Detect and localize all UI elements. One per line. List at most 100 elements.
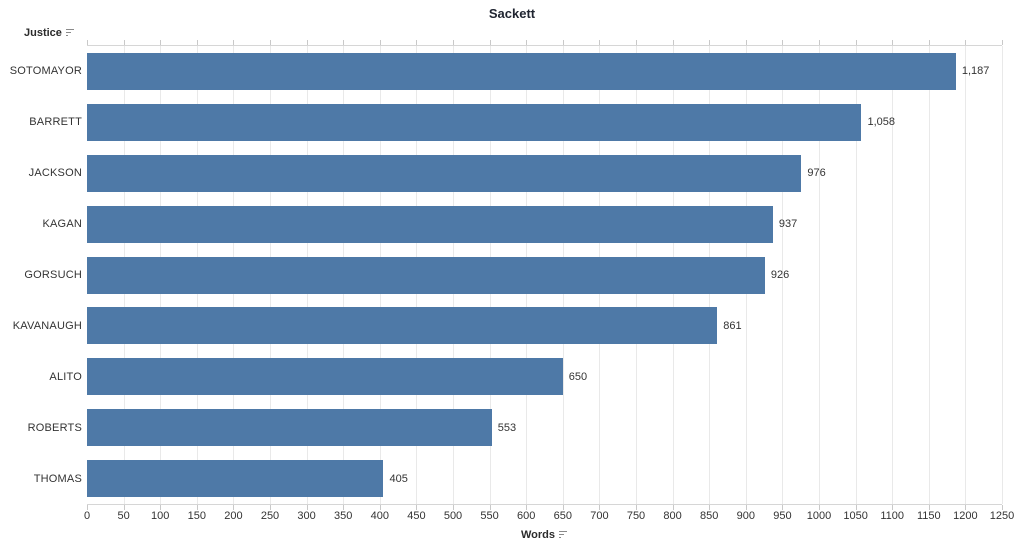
axis-tick-mark <box>196 505 198 510</box>
sort-descending-icon[interactable] <box>65 28 75 38</box>
x-tick-label: 100 <box>151 510 170 522</box>
x-tick-label: 1200 <box>953 510 978 522</box>
axis-tick-mark <box>123 40 125 45</box>
bar-row: 976 <box>87 148 1002 199</box>
axis-tick-mark <box>123 505 125 510</box>
bar-row: 926 <box>87 250 1002 301</box>
axis-tick-mark <box>233 505 235 510</box>
category-label[interactable]: THOMAS <box>33 473 82 486</box>
bar[interactable] <box>87 409 492 447</box>
bar-row: 553 <box>87 402 1002 453</box>
bar[interactable] <box>87 358 563 396</box>
axis-tick-mark <box>892 40 894 45</box>
gridline <box>1002 46 1003 504</box>
x-tick-label: 550 <box>480 510 499 522</box>
x-tick-label: 600 <box>517 510 536 522</box>
bar[interactable] <box>87 460 384 498</box>
x-tick-label: 900 <box>736 510 755 522</box>
category-axis: SOTOMAYOR BARRETT JACKSON KAGAN GORSUCH KAVAN… <box>0 45 82 505</box>
axis-tick-mark <box>379 40 381 45</box>
category-label[interactable]: KAVANAUGH <box>12 320 82 333</box>
axis-tick-mark <box>306 505 308 510</box>
x-tick-label: 750 <box>626 510 646 522</box>
axis-tick-mark <box>489 505 491 510</box>
row-axis-label[interactable]: Justice <box>24 27 75 39</box>
x-tick-label: 1150 <box>916 510 941 522</box>
axis-tick-mark <box>526 40 528 45</box>
bar[interactable] <box>87 154 802 192</box>
bar-row: 405 <box>87 453 1002 504</box>
bar-value-label: 553 <box>497 421 517 434</box>
x-tick-label: 1050 <box>843 510 868 522</box>
x-tick-label: 50 <box>117 510 130 522</box>
bar[interactable] <box>87 205 773 243</box>
row-axis-label-text: Justice <box>24 27 62 39</box>
axis-tick-mark <box>526 505 528 510</box>
axis-tick-mark <box>233 40 235 45</box>
col-axis-label-text: Words <box>520 529 556 541</box>
category-label[interactable]: ROBERTS <box>27 422 82 435</box>
bar[interactable] <box>87 307 718 345</box>
bar-value-label: 1,187 <box>961 65 990 78</box>
axis-tick-mark <box>270 505 271 510</box>
gridline <box>928 46 930 504</box>
bar-row: 937 <box>87 199 1002 250</box>
x-tick-label: 850 <box>700 510 719 522</box>
x-tick-label: 800 <box>663 510 682 522</box>
axis-tick-mark <box>489 40 491 45</box>
chart-title: Sackett <box>488 6 536 21</box>
x-tick-label: 250 <box>260 510 280 522</box>
plot-area: 1,187 1,058 976 937 926 861 650 553 405 <box>87 40 1003 510</box>
axis-tick-mark <box>160 505 162 510</box>
x-tick-label: 0 <box>83 510 91 522</box>
x-tick-label: 950 <box>773 510 792 522</box>
axis-tick-mark <box>928 40 930 45</box>
axis-tick-mark <box>965 40 967 45</box>
axis-tick-mark <box>562 505 564 510</box>
axis-tick-mark <box>892 505 894 510</box>
axis-tick-mark <box>745 505 747 510</box>
bar-value-label: 650 <box>568 370 588 383</box>
category-label[interactable]: GORSUCH <box>24 268 82 281</box>
bar[interactable] <box>87 52 956 90</box>
x-tick-label: 500 <box>443 510 463 522</box>
bar-row: 861 <box>87 300 1002 351</box>
bar-row: 1,058 <box>87 97 1002 148</box>
axis-tick-mark <box>782 505 784 510</box>
bar[interactable] <box>87 256 765 294</box>
axis-tick-mark <box>87 505 88 510</box>
axis-tick-mark <box>819 40 820 45</box>
bar-row: 650 <box>87 351 1002 402</box>
gridline <box>782 46 784 504</box>
x-tick-label: 350 <box>334 510 353 522</box>
x-tick-label: 1250 <box>989 510 1015 522</box>
axis-tick-mark <box>343 505 345 510</box>
axis-tick-mark <box>343 40 345 45</box>
axis-tick-mark <box>636 505 637 510</box>
value-axis: 0 50 100 150 200 250 300 350 400 450 500 550 600 650 7… <box>83 510 1014 524</box>
bar-value-label: 861 <box>723 319 742 332</box>
axis-tick-mark <box>1002 40 1003 45</box>
category-label[interactable]: BARRETT <box>29 115 82 128</box>
x-tick-label: 400 <box>370 510 389 522</box>
x-tick-label: 700 <box>590 510 609 522</box>
x-tick-label: 300 <box>297 510 316 522</box>
axis-tick-mark <box>599 505 601 510</box>
gridline <box>892 46 894 504</box>
category-label[interactable]: ALITO <box>49 371 82 384</box>
axis-tick-mark <box>599 40 601 45</box>
category-label[interactable]: KAGAN <box>42 217 82 230</box>
category-label[interactable]: SOTOMAYOR <box>9 64 82 77</box>
sort-descending-icon[interactable] <box>559 530 568 540</box>
gridline <box>855 46 857 504</box>
bar[interactable] <box>87 103 862 141</box>
category-label[interactable]: JACKSON <box>28 166 82 179</box>
axis-tick-mark <box>672 505 674 510</box>
x-tick-label: 650 <box>553 510 572 522</box>
gridline <box>819 46 820 504</box>
axis-tick-mark <box>636 40 637 45</box>
axis-tick-mark <box>709 40 711 45</box>
col-axis-label[interactable]: Words <box>87 529 1002 541</box>
axis-tick-mark <box>453 505 454 510</box>
